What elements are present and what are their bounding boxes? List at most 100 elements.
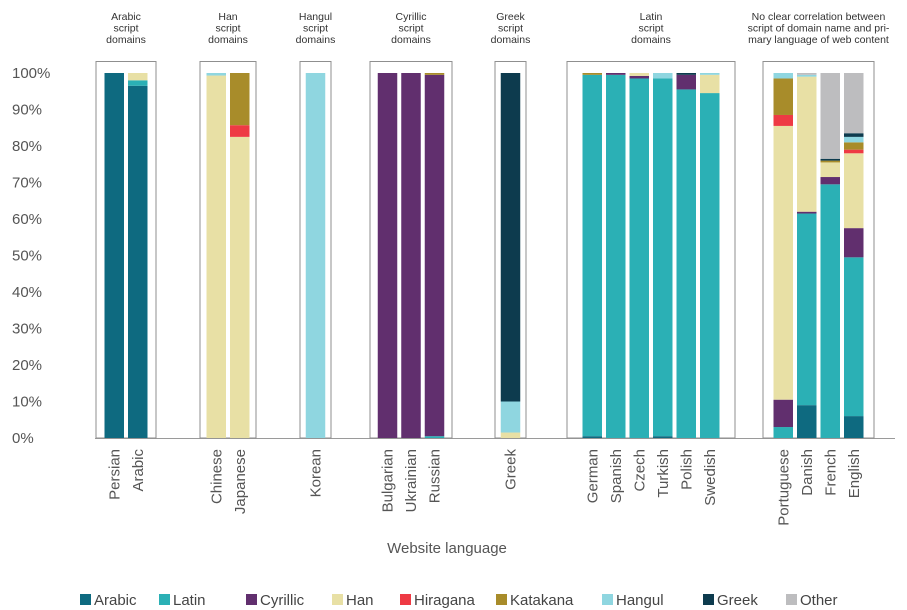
group-label: Arabic <box>111 11 141 23</box>
bar-segment-han <box>773 125 793 400</box>
bar-segment-hangul <box>305 73 326 438</box>
bar-segment-hangul <box>844 136 864 143</box>
legend-label: Katakana <box>510 592 574 609</box>
y-tick-label: 0% <box>12 430 34 447</box>
legend-label: Other <box>800 592 838 609</box>
bar-segment-greek <box>676 73 696 75</box>
group-label: Hangul <box>299 11 332 23</box>
bar-segment-katakana <box>820 160 840 163</box>
group-label: domains <box>491 34 531 46</box>
group-label: mary language of web content <box>748 34 889 46</box>
x-tick-label: Japanese <box>232 449 249 514</box>
bar-segment-arabic <box>582 436 602 438</box>
x-axis-title: Website language <box>387 540 507 557</box>
legend-swatch <box>703 594 714 605</box>
x-axis-labels: Persian Arabic Chinese Japanese Korean Bulgar… <box>106 449 863 526</box>
group-label: domains <box>631 34 671 46</box>
bar-segment-cyrillic <box>676 74 696 90</box>
x-tick-label: Persian <box>106 449 123 500</box>
bar-segment-hiragana <box>230 125 250 137</box>
bar-segment-latin <box>676 89 696 439</box>
bar-segment-hiragana <box>773 114 793 126</box>
x-tick-label: Bulgarian <box>380 449 397 512</box>
group-label: script <box>113 23 138 35</box>
x-tick-label: Czech <box>631 449 648 492</box>
x-tick-label: English <box>846 449 863 498</box>
x-tick-label: Greek <box>503 449 520 490</box>
group-boxes: ArabicscriptdomainsHanscriptdomainsHangu… <box>95 11 890 439</box>
y-tick-label: 100% <box>12 65 50 82</box>
group-label: script <box>398 23 423 35</box>
legend-swatch <box>786 594 797 605</box>
bar-segment-han <box>128 73 148 81</box>
bar-segment-hangul <box>797 74 817 77</box>
group-label: script <box>498 23 523 35</box>
y-tick-label: 70% <box>12 175 42 192</box>
bar-segment-arabic <box>128 85 148 439</box>
legend-swatch <box>80 594 91 605</box>
bar-segment-latin <box>629 78 649 438</box>
bar-segment-latin <box>582 74 602 437</box>
legend-label: Cyrillic <box>260 592 305 609</box>
group-label: script <box>303 23 328 35</box>
legend-swatch <box>602 594 613 605</box>
group-label: No clear correlation between <box>752 11 886 23</box>
bar-segment-greek <box>820 158 840 161</box>
legend-swatch <box>246 594 257 605</box>
bar-segment-katakana <box>582 73 602 75</box>
bar-segment-han <box>844 153 864 229</box>
bar-segment-greek <box>500 73 521 402</box>
bar-segment-cyrillic <box>820 177 840 185</box>
bar-segment-cyrillic <box>629 75 649 79</box>
group-label: domains <box>106 34 146 46</box>
bar-segment-cyrillic <box>424 74 445 437</box>
group-label: Han <box>218 11 237 23</box>
bar-segment-hangul <box>500 401 521 433</box>
group-label: Latin <box>640 11 663 23</box>
bars <box>104 73 864 439</box>
group-box <box>566 61 736 439</box>
group-label: script of domain name and pri- <box>748 23 890 35</box>
bar-segment-cyrillic <box>606 73 626 75</box>
x-tick-label: Turkish <box>655 449 672 498</box>
bar-segment-katakana <box>424 73 445 75</box>
x-tick-label: Danish <box>799 449 816 496</box>
group-label: domains <box>208 34 248 46</box>
bar-segment-katakana <box>773 78 793 115</box>
y-tick-label: 20% <box>12 357 42 374</box>
bar-segment-latin <box>653 78 673 437</box>
bar-segment-cyrillic <box>844 228 864 258</box>
legend-label: Greek <box>717 592 758 609</box>
legend-swatch <box>332 594 343 605</box>
group-box <box>95 61 157 439</box>
bar-segment-hangul <box>206 73 226 76</box>
x-tick-label: French <box>822 449 839 496</box>
bar-segment-other <box>844 73 864 134</box>
bar-segment-cyrillic <box>401 73 421 438</box>
legend-swatch <box>496 594 507 605</box>
group-label: Greek <box>496 11 525 23</box>
bar-segment-other <box>797 73 817 75</box>
x-tick-label: Chinese <box>208 449 225 504</box>
bar-segment-han <box>700 74 720 94</box>
group-label: script <box>215 23 240 35</box>
x-tick-label: Swedish <box>702 449 719 506</box>
x-tick-label: Korean <box>308 449 325 497</box>
bar-segment-hiragana <box>844 149 864 154</box>
x-tick-label: Russian <box>427 449 444 503</box>
x-tick-label: Polish <box>678 449 695 490</box>
y-tick-label: 90% <box>12 102 42 119</box>
x-tick-label: Ukrainian <box>403 449 420 512</box>
bar-segment-arabic <box>653 436 673 438</box>
bar-segment-latin <box>424 436 445 438</box>
y-tick-label: 30% <box>12 321 42 338</box>
y-tick-label: 10% <box>12 394 42 411</box>
bar-segment-latin <box>844 257 864 417</box>
x-tick-label: Spanish <box>608 449 625 503</box>
legend: Arabic Latin Cyrillic Han Hiragana Katakana Ha… <box>80 592 838 609</box>
bar-segment-other <box>820 73 840 159</box>
legend-swatch <box>159 594 170 605</box>
x-tick-label: Portuguese <box>775 449 792 526</box>
y-tick-label: 40% <box>12 284 42 301</box>
